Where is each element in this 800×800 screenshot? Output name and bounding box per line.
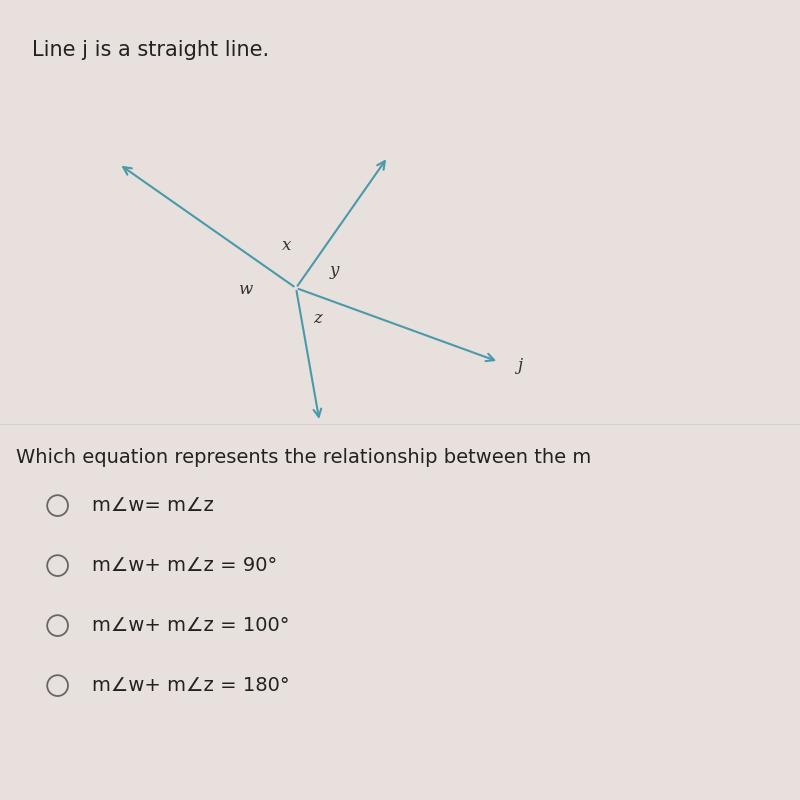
Text: m∠w+ m∠z = 90°: m∠w+ m∠z = 90° (92, 556, 278, 575)
Text: w: w (238, 281, 252, 298)
Text: m∠w+ m∠z = 100°: m∠w+ m∠z = 100° (92, 616, 290, 635)
Text: m∠w= m∠z: m∠w= m∠z (92, 496, 214, 515)
Text: z: z (314, 310, 322, 327)
Text: m∠w+ m∠z = 180°: m∠w+ m∠z = 180° (92, 676, 290, 695)
Text: Which equation represents the relationship between the m: Which equation represents the relationsh… (16, 448, 591, 467)
Text: Line j is a straight line.: Line j is a straight line. (32, 40, 269, 60)
Text: j: j (517, 358, 522, 374)
Text: x: x (282, 238, 291, 254)
Text: y: y (330, 262, 339, 279)
